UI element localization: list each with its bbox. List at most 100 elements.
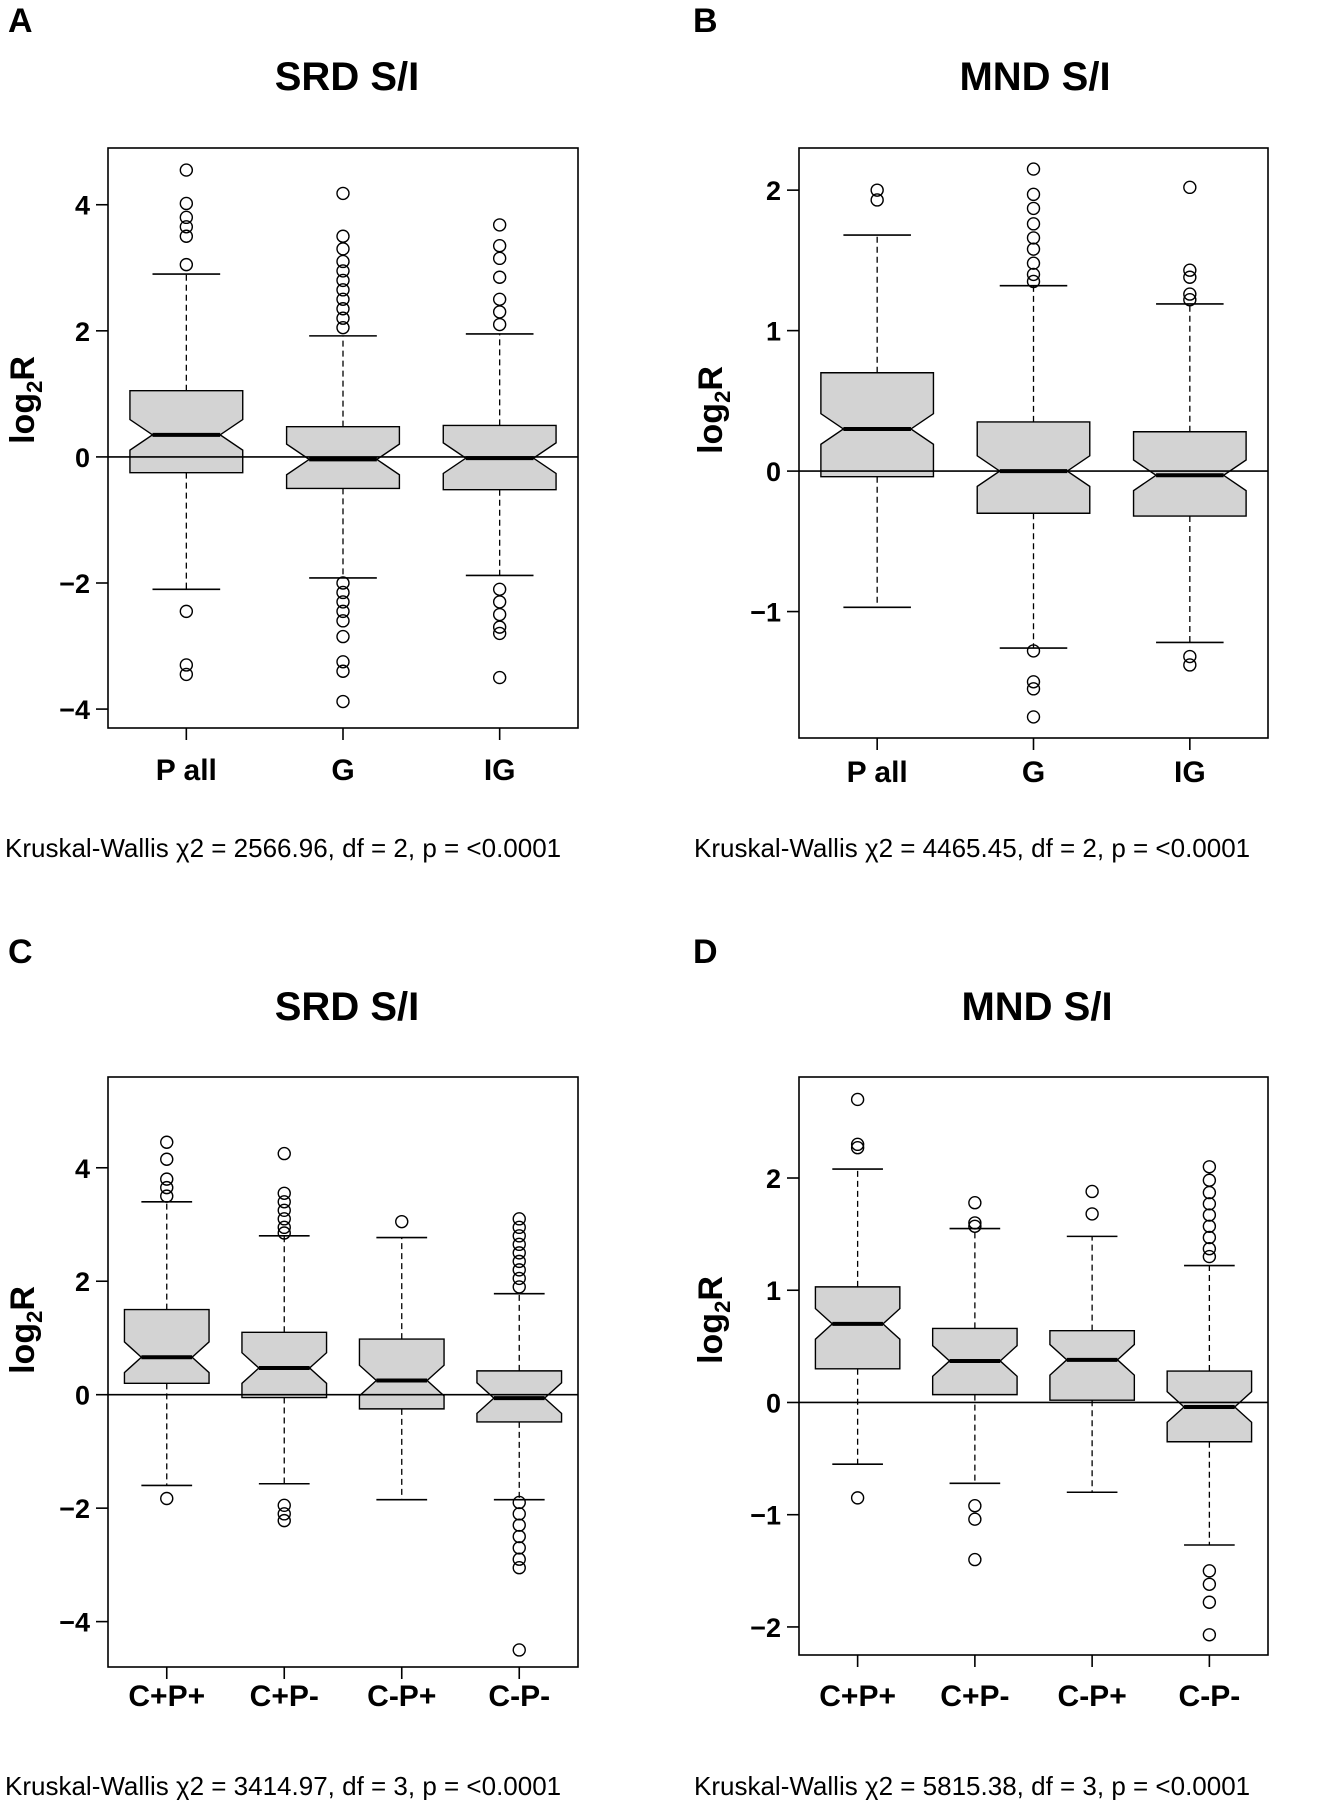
notched-box (976, 421, 1091, 514)
outlier-point (336, 264, 350, 278)
outlier-point (1202, 1219, 1217, 1233)
box-C+P- (931, 1196, 1018, 1567)
outlier-point (1026, 162, 1041, 176)
outlier-point (968, 1499, 982, 1513)
outlier-point (512, 1246, 526, 1260)
outlier-point (277, 1513, 291, 1528)
outlier-point (1202, 1160, 1217, 1174)
notched-box (241, 1331, 328, 1399)
notched-box (358, 1338, 445, 1410)
chart-title: SRD S/I (275, 55, 419, 99)
panel-C: C SRD S/I log2R −4 −2 0 2 4 C+P+ C+P- C-P+ C-P- Krus… (4, 933, 579, 1800)
outlier-point (277, 1507, 291, 1521)
y-tick-label: −4 (59, 1608, 90, 1638)
notched-box (820, 372, 935, 478)
outlier-point (492, 595, 507, 609)
outlier-point (968, 1552, 982, 1567)
outlier-point (336, 614, 350, 628)
box-P all (129, 163, 244, 682)
outlier-point (512, 1495, 526, 1510)
outlier-point (512, 1541, 526, 1555)
chart-title: SRD S/I (275, 985, 419, 1029)
outlier-point (968, 1216, 982, 1230)
outlier-point (179, 658, 194, 672)
outlier-point (336, 629, 350, 644)
outlier-point (179, 196, 194, 211)
outlier-point (160, 1135, 174, 1149)
outlier-point (277, 1203, 291, 1218)
outlier-point (512, 1220, 526, 1235)
y-tick-label: 0 (75, 1381, 90, 1411)
outlier-point (512, 1643, 526, 1657)
outlier-point (512, 1518, 526, 1532)
y-tick-label: −2 (59, 569, 90, 599)
y-tick-label: −4 (59, 695, 90, 725)
outlier-point (179, 210, 194, 225)
outlier-point (1202, 1595, 1217, 1609)
kruskal-wallis-footnote: Kruskal-Wallis χ2 = 5815.38, df = 3, p =… (694, 1771, 1250, 1800)
outlier-point (1026, 675, 1041, 689)
outlier-point (1183, 293, 1197, 307)
chart-title: MND S/I (961, 985, 1112, 1029)
outlier-point (1183, 658, 1197, 672)
outlier-point (1026, 217, 1041, 231)
x-tick-label: C-P+ (1058, 1680, 1127, 1713)
box-C+P+ (814, 1092, 901, 1505)
panel-letter: D (693, 933, 718, 971)
outlier-point (179, 257, 194, 272)
panel-D: D MND S/I log2R −2 −1 0 1 2 C+P+ C+P- C-P+ C-P- Krus… (692, 933, 1269, 1800)
outlier-point (1026, 267, 1041, 282)
outlier-point (1202, 1564, 1217, 1578)
outlier-point (512, 1552, 526, 1566)
y-tick-label: 2 (75, 1267, 90, 1297)
outlier-point (277, 1195, 291, 1209)
outlier-point (277, 1212, 291, 1226)
outlier-point (492, 670, 507, 685)
outlier-point (179, 667, 194, 682)
x-tick-label: G (331, 754, 354, 787)
kruskal-wallis-footnote: Kruskal-Wallis χ2 = 4465.45, df = 2, p =… (694, 833, 1250, 863)
y-tick-label: 4 (75, 1154, 90, 1184)
outlier-point (492, 626, 507, 641)
outlier-point (492, 620, 507, 634)
y-tick-label: −2 (750, 1613, 781, 1643)
outlier-point (512, 1271, 526, 1286)
notched-box (123, 1308, 210, 1385)
outlier-point (277, 1498, 291, 1513)
outlier-point (179, 604, 194, 619)
outlier-point (1026, 242, 1041, 256)
outlier-point (179, 163, 194, 177)
outlier-point (1026, 682, 1041, 696)
box-C-P- (1166, 1160, 1253, 1642)
outlier-point (336, 292, 350, 307)
box-C+P- (241, 1146, 328, 1528)
outlier-point (1026, 644, 1041, 658)
outlier-point (277, 1226, 291, 1240)
outlier-point (336, 664, 350, 678)
box-C-P- (476, 1212, 563, 1657)
x-tick-label: P all (156, 754, 217, 787)
y-axis-label: log2R (4, 1286, 47, 1374)
kruskal-wallis-footnote: Kruskal-Wallis χ2 = 3414.97, df = 3, p =… (5, 1771, 561, 1800)
outlier-point (160, 1172, 174, 1186)
outlier-point (492, 317, 507, 332)
outlier-point (336, 311, 350, 325)
kruskal-wallis-footnote: Kruskal-Wallis χ2 = 2566.96, df = 2, p =… (5, 833, 561, 863)
box-C-P+ (1049, 1184, 1136, 1494)
outlier-point (1183, 649, 1197, 664)
panel-letter: B (693, 2, 718, 40)
chart-title: MND S/I (959, 55, 1110, 99)
outlier-point (336, 283, 350, 297)
outlier-point (1183, 270, 1197, 284)
outlier-point (1202, 1208, 1217, 1222)
outlier-point (160, 1491, 174, 1506)
outlier-point (850, 1491, 865, 1505)
outlier-point (1202, 1197, 1217, 1211)
x-tick-label: C+P+ (819, 1680, 896, 1713)
outlier-point (1183, 180, 1197, 195)
notched-box (1049, 1329, 1136, 1401)
outlier-point (512, 1280, 526, 1294)
outlier-point (870, 183, 884, 197)
panel-letter: C (8, 933, 33, 971)
